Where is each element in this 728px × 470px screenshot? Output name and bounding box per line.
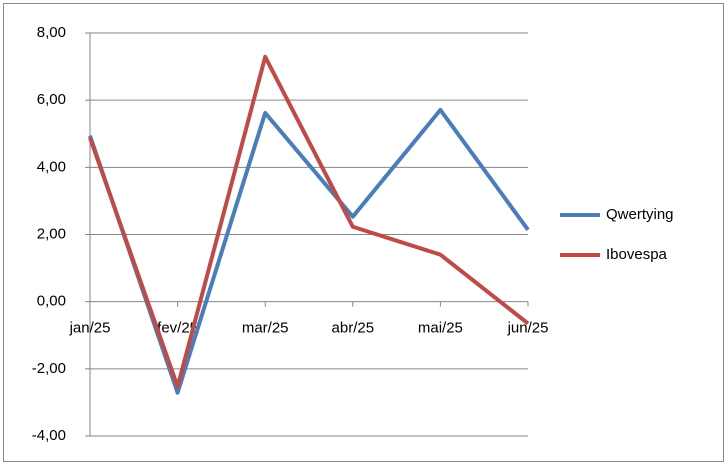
series-line	[88, 54, 530, 389]
x-tick-label: jun/25	[507, 320, 549, 337]
x-tick-label: mar/25	[242, 320, 289, 337]
chart-border	[3, 3, 724, 462]
y-tick-label: 0,00	[37, 293, 66, 310]
y-tick-label: 8,00	[37, 24, 66, 41]
x-tick-label: jan/25	[69, 320, 111, 337]
y-tick-label: 2,00	[37, 225, 66, 242]
y-tick-label: 6,00	[37, 91, 66, 108]
legend-label: Ibovespa	[606, 246, 668, 263]
y-tick-label: 4,00	[37, 158, 66, 175]
y-tick-label: -4,00	[32, 427, 66, 444]
x-tick-label: mai/25	[418, 320, 463, 337]
legend-label: Qwertying	[606, 206, 674, 223]
x-tick-label: abr/25	[332, 320, 375, 337]
y-tick-label: -2,00	[32, 360, 66, 377]
x-tick-label: fev/25	[157, 320, 198, 337]
